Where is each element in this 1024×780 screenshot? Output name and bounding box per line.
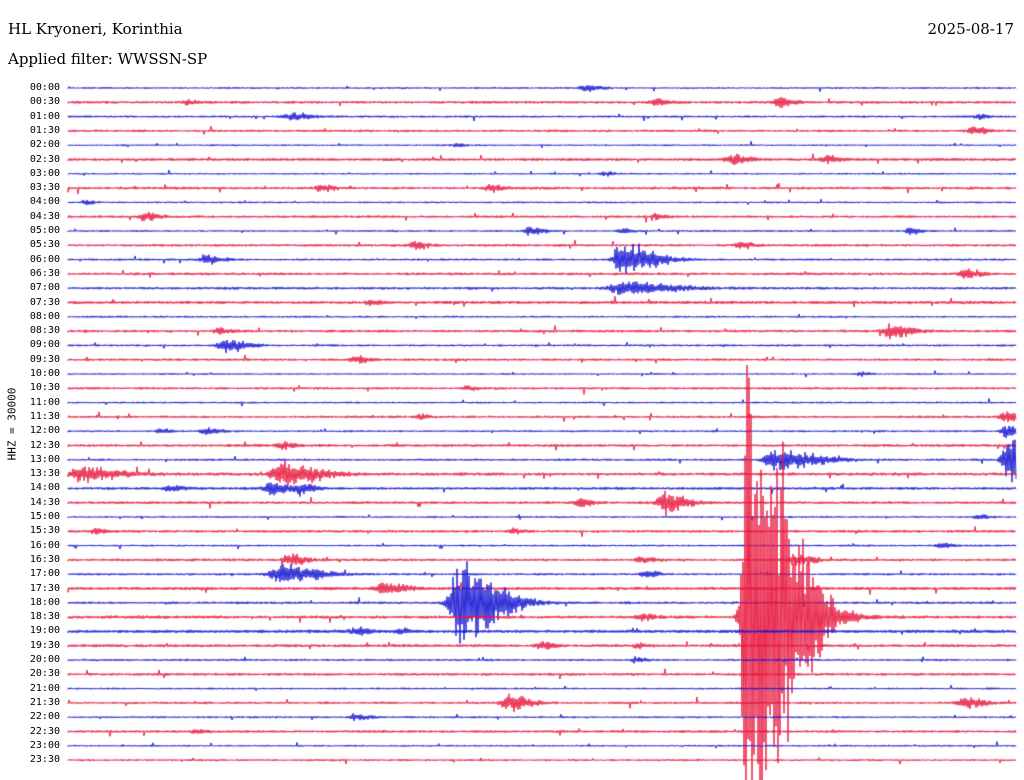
time-label: 05:00 [29, 225, 60, 236]
time-label: 00:30 [29, 96, 60, 108]
time-label: 19:30 [29, 639, 60, 651]
time-label: 18:30 [29, 611, 60, 623]
record-date: 2025-08-17 [927, 20, 1014, 38]
time-label: 20:00 [29, 654, 60, 665]
time-label: 21:30 [29, 696, 60, 708]
time-label: 16:30 [29, 553, 60, 565]
time-label: 22:30 [29, 725, 60, 737]
time-label: 01:30 [29, 124, 60, 136]
station-title: HL Kryoneri, Korinthia [8, 20, 183, 38]
time-label: 03:30 [29, 182, 60, 194]
time-label: 03:00 [29, 167, 60, 179]
time-label: 18:00 [29, 596, 60, 608]
time-label: 02:30 [29, 153, 60, 165]
time-label: 21:00 [29, 682, 60, 694]
time-label: 11:30 [29, 410, 60, 422]
time-label: 06:00 [29, 253, 60, 265]
applied-filter-label: Applied filter: WWSSN-SP [8, 50, 208, 68]
time-label: 05:30 [29, 239, 60, 251]
time-label: 08:00 [29, 310, 60, 322]
time-label: 09:30 [29, 353, 60, 365]
time-label: 13:00 [29, 453, 60, 465]
time-label: 01:00 [29, 110, 60, 122]
time-label: 04:30 [29, 210, 60, 222]
time-label: 07:30 [29, 296, 60, 308]
time-labels: 00:00 00:30 01:00 01:30 02:00 02:30 03:00 03:30… [0, 0, 62, 780]
time-label: 07:00 [29, 282, 60, 294]
time-label: 15:00 [29, 511, 60, 522]
time-label: 22:00 [29, 711, 60, 723]
time-label: 16:00 [29, 539, 60, 551]
time-label: 08:30 [29, 325, 60, 337]
time-label: 15:30 [29, 525, 60, 537]
time-label: 04:00 [29, 196, 60, 208]
time-label: 00:00 [29, 82, 60, 93]
time-label: 19:00 [29, 625, 60, 637]
time-label: 20:30 [29, 668, 60, 680]
time-label: 14:00 [29, 482, 60, 494]
time-label: 23:30 [29, 754, 60, 766]
time-label: 23:00 [29, 739, 60, 751]
time-label: 06:30 [29, 267, 60, 279]
time-label: 02:00 [29, 139, 60, 151]
time-label: 14:30 [29, 496, 60, 508]
time-label: 12:00 [29, 425, 60, 437]
time-label: 11:00 [29, 396, 60, 408]
time-label: 10:00 [29, 368, 60, 379]
time-label: 10:30 [29, 382, 60, 394]
time-label: 17:30 [29, 582, 60, 594]
time-label: 13:30 [29, 468, 60, 480]
time-label: 17:00 [29, 568, 60, 580]
time-label: 09:00 [29, 339, 60, 351]
time-label: 12:30 [29, 439, 60, 451]
